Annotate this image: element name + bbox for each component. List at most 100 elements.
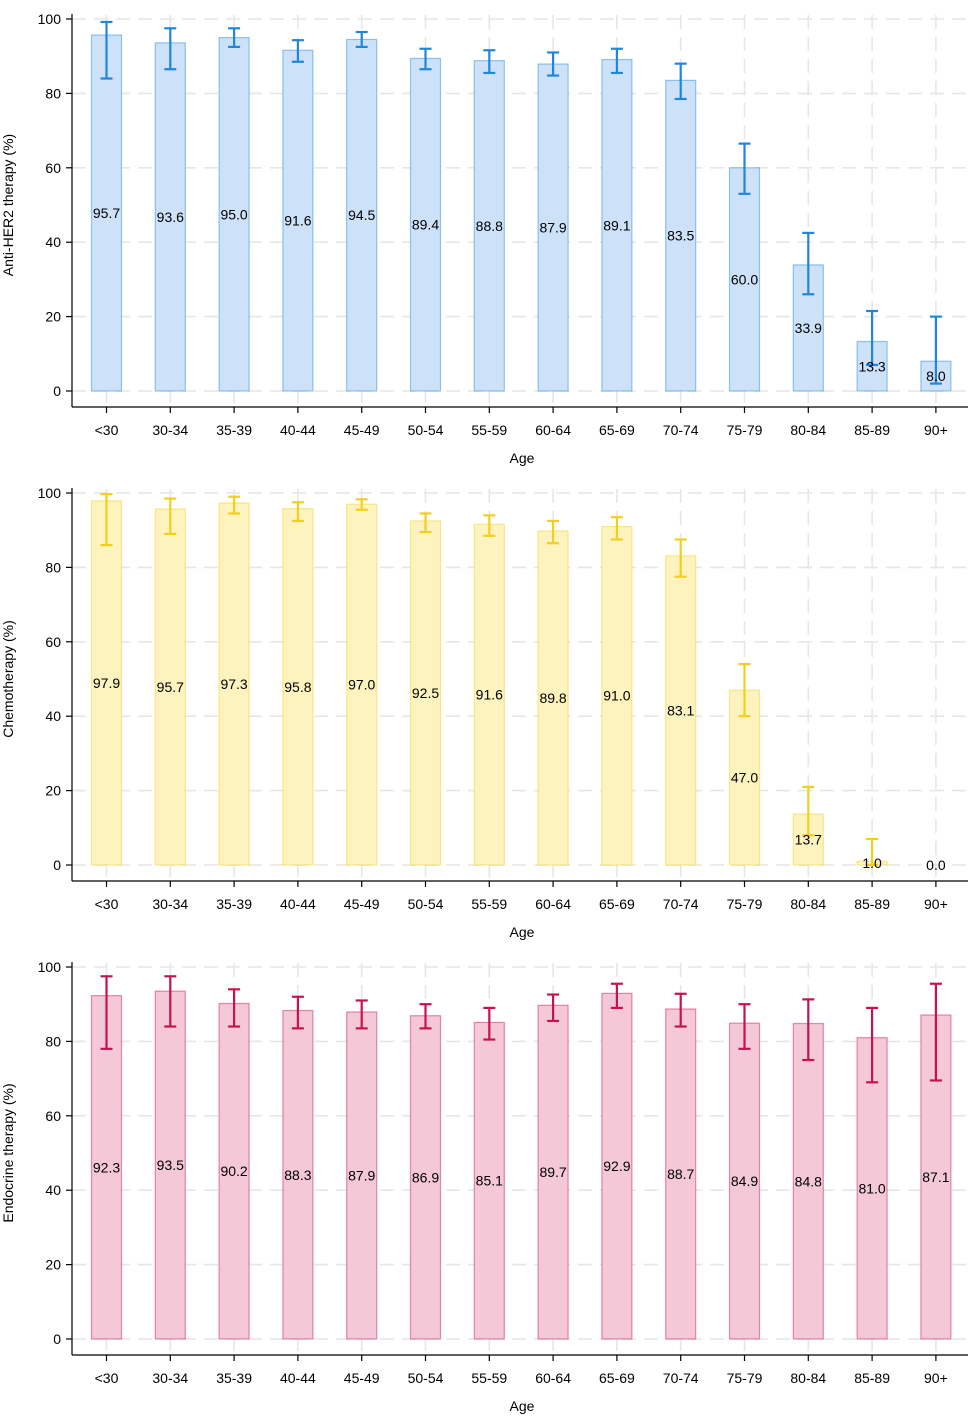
error-bar [929, 982, 942, 1082]
y-tick-label: 0 [53, 383, 61, 399]
bar [154, 508, 186, 866]
value-label: 95.7 [157, 679, 184, 695]
value-label: 92.3 [93, 1159, 120, 1175]
x-tick-label: 50-54 [408, 422, 444, 438]
value-label: 88.8 [476, 218, 503, 234]
error-bar [547, 993, 560, 1023]
value-label: 33.9 [795, 320, 822, 336]
bar [218, 36, 250, 392]
value-label: 95.7 [93, 205, 120, 221]
y-tick-label: 60 [45, 160, 61, 176]
x-tick-label: 65-69 [599, 422, 635, 438]
value-label: 89.1 [603, 217, 630, 233]
y-tick-label: 0 [53, 1331, 61, 1347]
error-bar [164, 27, 177, 71]
value-label: 97.3 [220, 676, 247, 692]
x-tick-label: 70-74 [663, 422, 699, 438]
gridlines [72, 15, 968, 407]
error-bar [164, 975, 177, 1028]
y-tick-label: 100 [38, 11, 62, 27]
y-tick-label: 60 [45, 1108, 61, 1124]
bar [856, 1037, 888, 1340]
error-bar [802, 785, 815, 837]
value-label: 83.1 [667, 702, 694, 718]
x-tick-label: 30-34 [152, 422, 188, 438]
y-tick-label: 20 [45, 783, 61, 799]
x-tick-label: 55-59 [471, 1370, 507, 1386]
x-tick-label: 75-79 [727, 896, 763, 912]
value-labels: 92.3 93.5 90.2 88.3 87.9 86.9 85.1 89.7 92.9 88.7… [93, 1157, 950, 1196]
x-tick-label: 90+ [924, 1370, 948, 1386]
x-tick-label: 35-39 [216, 422, 252, 438]
y-tick-label: 40 [45, 234, 61, 250]
value-label: 88.7 [667, 1166, 694, 1182]
panel-2: 97.9 95.7 97.3 95.8 97.0 92.5 91.6 89.8 91.0 83.1… [0, 485, 968, 940]
bar [282, 508, 314, 866]
bar [90, 500, 123, 866]
x-tick-label: 65-69 [599, 1370, 635, 1386]
value-labels: 95.7 93.6 95.0 91.6 94.5 89.4 88.8 87.9 89.1 83.5… [93, 205, 946, 384]
x-tick-label: 75-79 [727, 422, 763, 438]
error-bars [100, 493, 879, 867]
bar [728, 167, 761, 392]
x-ticks: <30 30-34 35-39 40-44 45-49 50-54 55-59 60-64 65… [95, 407, 948, 438]
x-tick-label: <30 [95, 1370, 119, 1386]
error-bar [228, 495, 241, 515]
value-label: 93.5 [157, 1157, 184, 1173]
error-bar [866, 1006, 879, 1084]
bars [90, 990, 952, 1340]
x-tick-label: 55-59 [471, 896, 507, 912]
bar [728, 689, 761, 866]
error-bar [866, 837, 879, 867]
error-bar [291, 995, 304, 1030]
error-bar [738, 663, 751, 718]
value-labels: 97.9 95.7 97.3 95.8 97.0 92.5 91.6 89.8 91.0 83.1… [93, 675, 946, 873]
value-label: 91.6 [284, 213, 311, 229]
value-label: 87.9 [539, 220, 566, 236]
error-bar [100, 975, 113, 1050]
value-label: 97.0 [348, 677, 375, 693]
x-tick-label: 60-64 [535, 422, 571, 438]
y-tick-label: 40 [45, 708, 61, 724]
x-tick-label: 35-39 [216, 896, 252, 912]
bar [537, 530, 569, 866]
error-bar [228, 27, 241, 49]
x-tick-label: 80-84 [790, 1370, 826, 1386]
error-bar [674, 62, 687, 101]
x-tick-label: 45-49 [344, 896, 380, 912]
x-tick-label: 35-39 [216, 1370, 252, 1386]
error-bar [483, 49, 496, 75]
x-tick-label: 55-59 [471, 422, 507, 438]
x-ticks: <30 30-34 35-39 40-44 45-49 50-54 55-59 60-64 65… [95, 1355, 948, 1386]
y-ticks: 0 20 40 60 80 100 [38, 959, 72, 1347]
value-label: 13.3 [858, 358, 885, 374]
y-tick-label: 100 [38, 959, 62, 975]
y-axis-title: Chemotherapy (%) [0, 620, 16, 738]
error-bar [610, 982, 623, 1010]
error-bar [355, 30, 368, 49]
error-bar [100, 20, 113, 80]
value-label: 92.5 [412, 685, 439, 701]
value-label: 89.7 [539, 1164, 566, 1180]
error-bar [419, 47, 432, 71]
x-tick-label: 45-49 [344, 1370, 380, 1386]
error-bar [355, 498, 368, 511]
y-tick-label: 20 [45, 309, 61, 325]
error-bar [738, 142, 751, 195]
error-bar [483, 1006, 496, 1041]
value-label: 13.7 [795, 832, 822, 848]
bar [154, 990, 186, 1340]
value-label: 85.1 [476, 1173, 503, 1189]
x-tick-label: 85-89 [854, 1370, 890, 1386]
bar [537, 1004, 569, 1340]
bar [409, 57, 442, 392]
x-ticks: <30 30-34 35-39 40-44 45-49 50-54 55-59 60-64 65… [95, 881, 948, 912]
bar [346, 503, 378, 866]
x-tick-label: 70-74 [663, 1370, 699, 1386]
x-axis-title: Age [510, 450, 535, 466]
error-bar [738, 1003, 751, 1050]
error-bar [547, 519, 560, 545]
gridlines [72, 489, 968, 881]
bar [346, 38, 378, 392]
